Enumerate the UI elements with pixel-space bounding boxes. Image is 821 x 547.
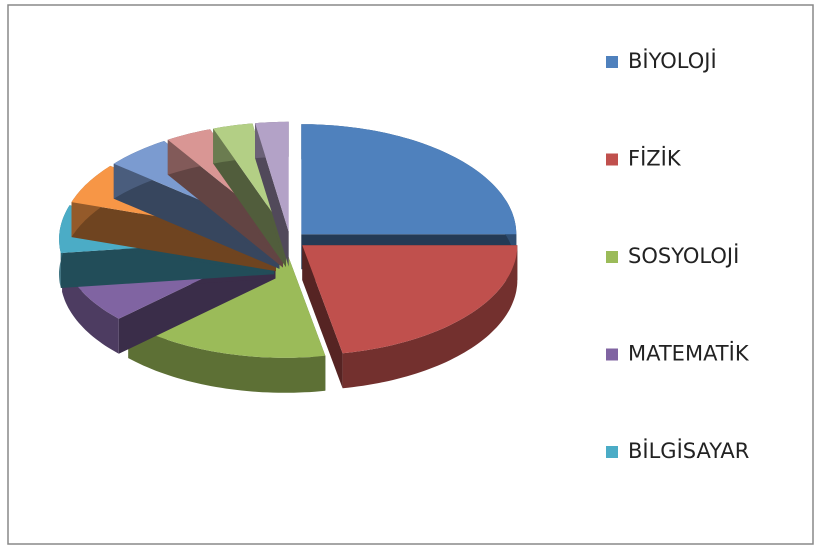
slice-top: [301, 124, 517, 235]
slice-cut-face: [113, 163, 280, 269]
slice-top: [128, 247, 326, 358]
legend-swatch: [606, 348, 618, 361]
slice-cut-face: [167, 139, 283, 268]
slice-cut-face: [213, 128, 286, 268]
pie-slice: [255, 121, 289, 267]
slice-top: [302, 245, 518, 354]
legend-swatch: [606, 446, 618, 458]
legend-label: BİLGİSAYAR: [628, 438, 749, 463]
legend-label: BİYOLOJİ: [628, 48, 717, 73]
slice-cut-face: [255, 123, 289, 267]
slice-side: [62, 257, 119, 354]
slice-top: [255, 121, 289, 232]
slice-side: [342, 245, 518, 389]
slice-top: [213, 123, 286, 233]
slice-cut-face: [302, 245, 343, 389]
legend-swatch: [606, 56, 618, 68]
slice-side: [128, 323, 326, 393]
pie-slice: [302, 245, 518, 389]
legend-swatch: [606, 251, 618, 263]
legend-label: SOSYOLOJİ: [628, 243, 739, 268]
legend-label: MATEMATİK: [628, 341, 750, 366]
legend-swatch: [606, 153, 618, 166]
legend-label: FİZİK: [628, 146, 682, 171]
slice-cut-face: [71, 202, 276, 272]
